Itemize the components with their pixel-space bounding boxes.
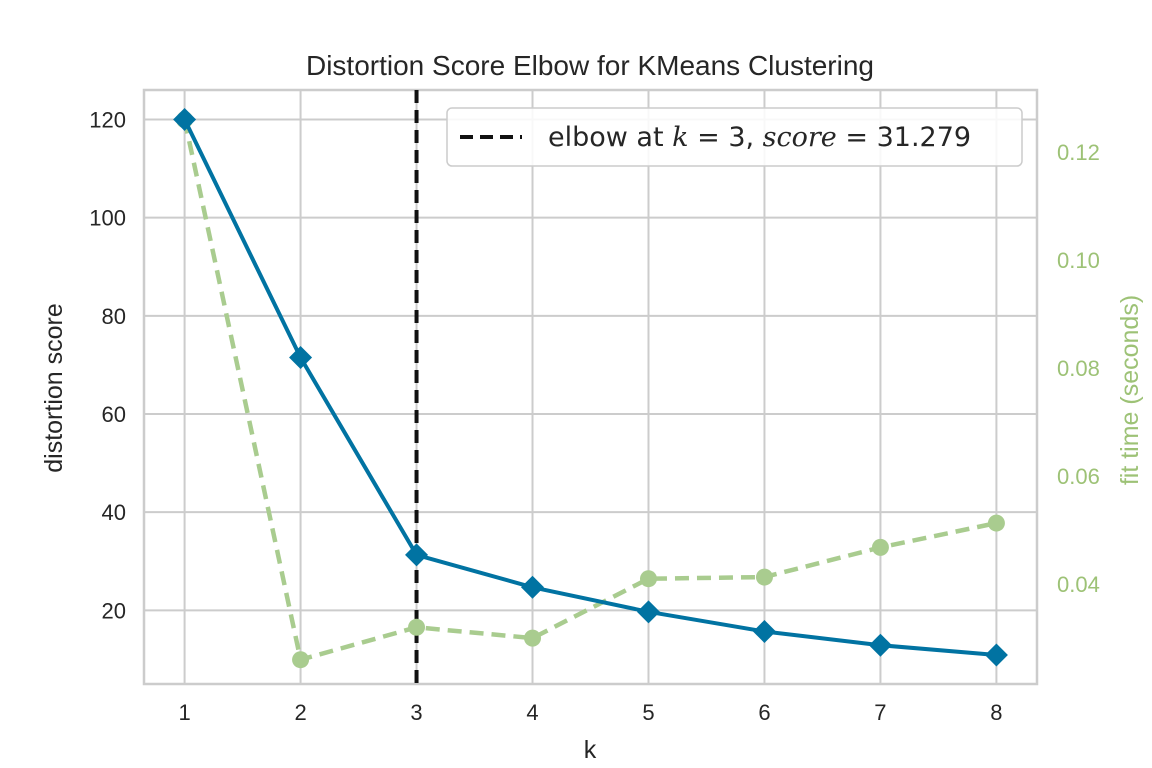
plot-frame — [142, 88, 1039, 686]
y2-tick-label: 0.06 — [1057, 464, 1100, 489]
fit-time-point — [871, 538, 889, 556]
x-tick-label: 5 — [642, 700, 654, 725]
fit-time-point — [639, 570, 657, 588]
x-tick-label: 1 — [178, 700, 190, 725]
x-tick-label: 8 — [990, 700, 1002, 725]
fit-time-line — [182, 119, 997, 662]
x-tick-label: 2 — [294, 700, 306, 725]
fit-time-point — [987, 514, 1005, 532]
y2-tick-label: 0.12 — [1057, 140, 1100, 165]
chart-title: Distortion Score Elbow for KMeans Cluste… — [306, 50, 874, 81]
distortion-point — [521, 575, 545, 599]
distortion-point — [868, 633, 892, 657]
fit-time-point — [292, 651, 310, 669]
distortion-line — [182, 118, 997, 658]
x-tick-label: 6 — [758, 700, 770, 725]
fit-time-point — [408, 618, 426, 636]
legend: elbow at k = 3, score = 31.279 — [446, 107, 1023, 167]
y2-tick-label: 0.10 — [1057, 248, 1100, 273]
x-axis-label: k — [584, 736, 597, 764]
y-tick-labels: 20 40 60 80 100 120 — [89, 107, 126, 623]
x-tick-label: 3 — [410, 700, 422, 725]
distortion-point — [636, 600, 660, 624]
fit-time-point — [755, 568, 773, 586]
x-tick-label: 7 — [874, 700, 886, 725]
distortion-point — [289, 346, 313, 370]
y2-axis-label: fit time (seconds) — [1116, 295, 1144, 485]
legend-elbow-label: elbow at k = 3, score = 31.279 — [548, 122, 971, 153]
fit-time-point — [524, 629, 542, 647]
fit-time-series — [176, 111, 1005, 669]
y-tick-label: 40 — [102, 500, 126, 525]
y-tick-label: 20 — [102, 598, 126, 623]
x-tick-labels: 1 2 3 4 5 6 7 8 — [178, 700, 1002, 725]
distortion-series — [173, 107, 1008, 667]
y-tick-label: 120 — [89, 107, 126, 132]
y-tick-label: 60 — [102, 402, 126, 427]
y-tick-label: 80 — [102, 304, 126, 329]
grid-lines — [144, 90, 1037, 684]
distortion-point — [405, 543, 429, 567]
y-tick-label: 100 — [89, 206, 126, 231]
legend-box — [446, 107, 1023, 167]
y2-tick-labels: 0.04 0.06 0.08 0.10 0.12 — [1057, 140, 1100, 597]
distortion-point — [984, 643, 1008, 667]
y2-tick-label: 0.08 — [1057, 356, 1100, 381]
y-axis-label: distortion score — [40, 303, 68, 473]
distortion-point — [173, 107, 197, 131]
y2-tick-label: 0.04 — [1057, 572, 1100, 597]
x-tick-label: 4 — [526, 700, 538, 725]
distortion-point — [752, 619, 776, 643]
